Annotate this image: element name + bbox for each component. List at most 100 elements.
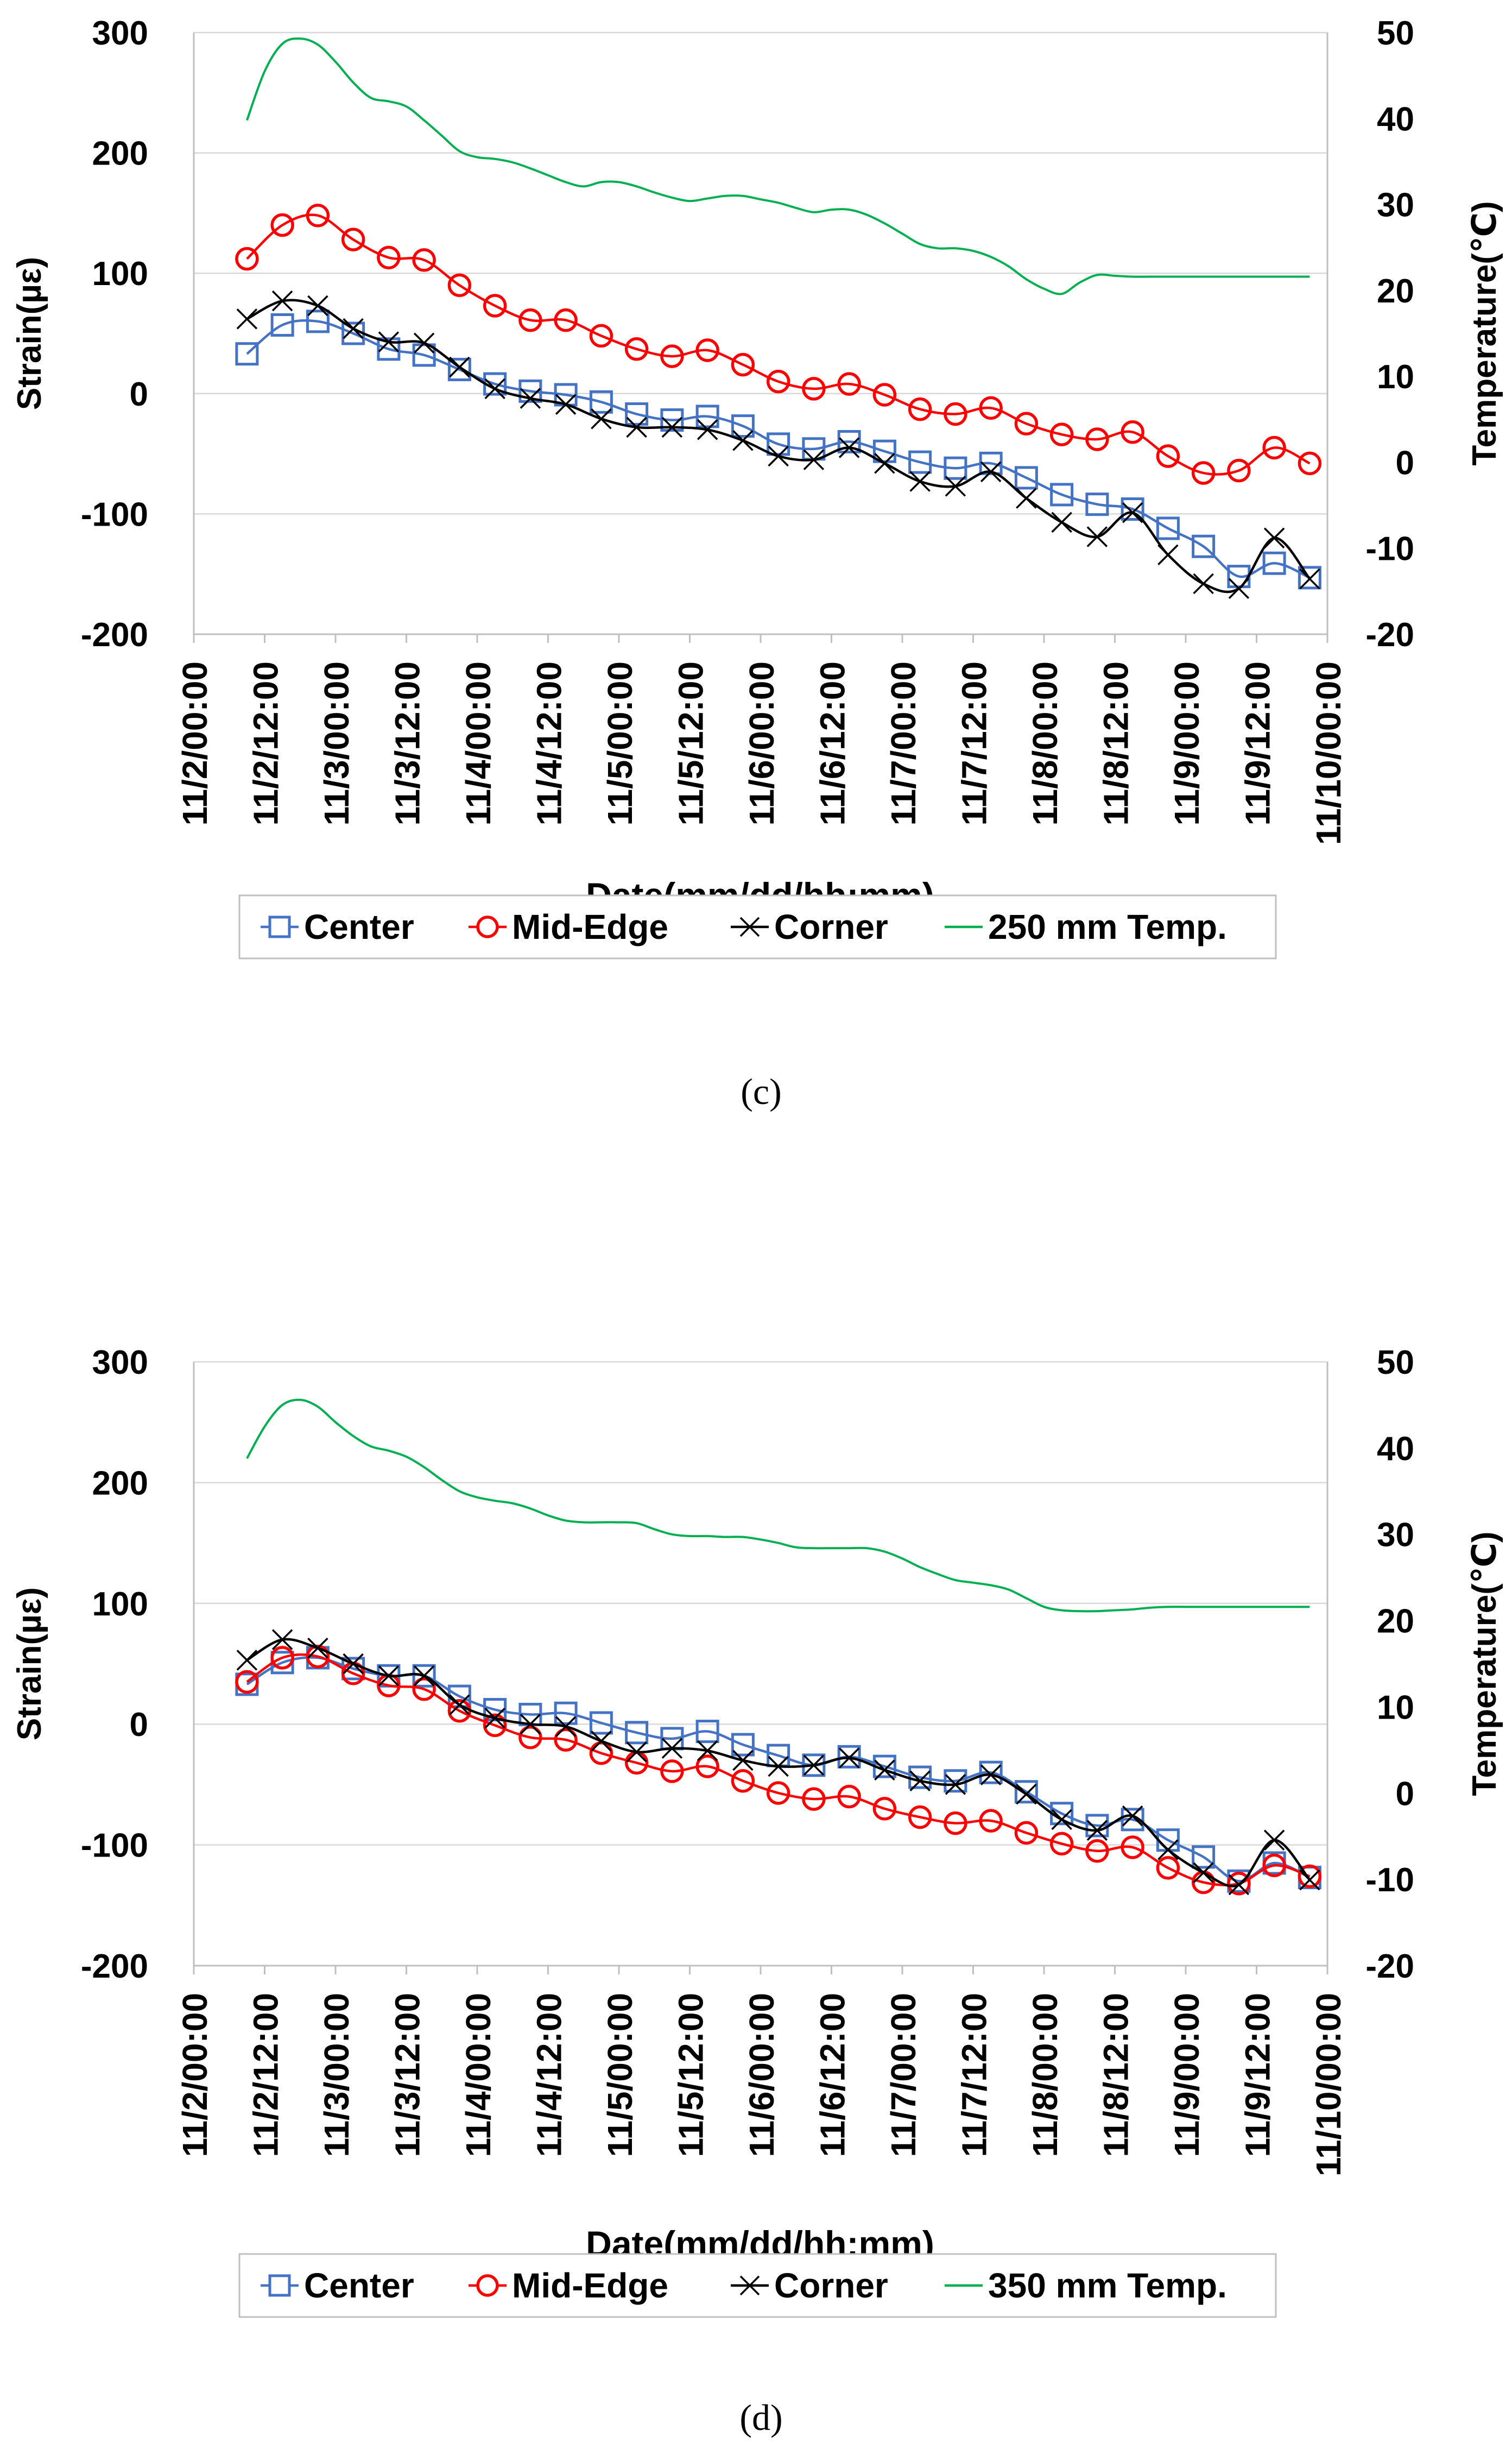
data-point-corner bbox=[271, 290, 293, 312]
x-tick-label: 11/5/00:00 bbox=[600, 661, 640, 826]
data-point-mid-edge bbox=[1049, 422, 1074, 446]
data-point-mid-edge bbox=[766, 1781, 790, 1805]
y-tick-label: -100 bbox=[81, 496, 148, 533]
data-point-corner bbox=[1122, 502, 1143, 523]
legend-marker-x bbox=[739, 2275, 760, 2296]
data-point-corner bbox=[1016, 1783, 1037, 1805]
data-point-center bbox=[767, 432, 790, 456]
data-point-mid-edge bbox=[695, 338, 719, 362]
data-point-corner bbox=[1299, 568, 1320, 590]
x-tick-label: 11/10/00:00 bbox=[1309, 1993, 1348, 2176]
x-tick-label: 11/4/12:00 bbox=[530, 1993, 569, 2157]
data-point-mid-edge bbox=[554, 1728, 578, 1752]
data-point-corner bbox=[945, 476, 966, 497]
y2-tick-label: 30 bbox=[1377, 187, 1414, 224]
data-point-corner bbox=[1263, 1829, 1285, 1851]
data-point-mid-edge bbox=[944, 402, 967, 426]
x-tick-label: 11/2/00:00 bbox=[175, 661, 214, 826]
data-point-center bbox=[1156, 516, 1180, 540]
data-point-corner bbox=[236, 308, 258, 330]
data-point-corner bbox=[874, 1759, 895, 1781]
y-tick-label: -200 bbox=[81, 1948, 148, 1985]
data-point-mid-edge bbox=[979, 1809, 1003, 1833]
data-point-mid-edge bbox=[660, 1759, 684, 1783]
series-line-mid-edge bbox=[246, 213, 1311, 476]
data-point-corner bbox=[343, 318, 364, 339]
data-point-center bbox=[660, 408, 684, 432]
y-tick-label: -200 bbox=[81, 616, 148, 654]
y-axis-title: Strain(µε) bbox=[11, 257, 48, 410]
data-point-corner bbox=[1157, 1839, 1179, 1860]
y2-tick-label: -10 bbox=[1365, 531, 1414, 568]
data-point-mid-edge bbox=[554, 308, 578, 332]
data-point-corner bbox=[484, 1707, 505, 1729]
data-point-corner bbox=[909, 1770, 931, 1791]
data-point-mid-edge bbox=[766, 369, 790, 394]
data-point-center bbox=[518, 379, 542, 403]
data-point-corner bbox=[271, 1629, 293, 1650]
data-point-corner bbox=[236, 1650, 258, 1671]
data-point-center bbox=[483, 1698, 507, 1722]
y2-tick-label: 50 bbox=[1377, 1344, 1414, 1381]
data-point-corner bbox=[1016, 488, 1037, 509]
data-point-mid-edge bbox=[695, 1754, 719, 1778]
legend-marker-square bbox=[268, 916, 291, 938]
data-point-corner bbox=[768, 1756, 789, 1777]
x-tick-label: 11/6/12:00 bbox=[813, 1993, 852, 2157]
data-point-corner bbox=[484, 378, 505, 400]
data-point-corner bbox=[732, 1750, 754, 1771]
series-line-center bbox=[246, 1656, 1311, 1883]
data-point-mid-edge bbox=[908, 1805, 932, 1829]
y2-axis-title: Temperature(℃) bbox=[1466, 1531, 1503, 1796]
data-point-mid-edge bbox=[1227, 1872, 1251, 1896]
data-point-corner bbox=[307, 295, 328, 317]
data-point-center bbox=[1121, 497, 1144, 521]
data-point-center bbox=[306, 310, 330, 333]
legend-label: Corner bbox=[774, 907, 888, 946]
data-point-center bbox=[837, 1745, 861, 1769]
data-point-corner bbox=[1051, 512, 1072, 533]
x-tick-label: 11/6/00:00 bbox=[742, 1993, 781, 2157]
y2-tick-label: 40 bbox=[1377, 1430, 1414, 1468]
data-point-corner bbox=[838, 437, 860, 458]
data-point-mid-edge bbox=[1121, 1835, 1144, 1859]
data-point-corner bbox=[1193, 1862, 1214, 1883]
data-point-corner bbox=[591, 408, 612, 430]
x-tick-label: 11/4/00:00 bbox=[459, 1993, 498, 2157]
legend: Center Mid-Edge Corner 350 mm Temp. bbox=[238, 2253, 1277, 2318]
y-tick-label: 200 bbox=[92, 135, 148, 173]
data-point-corner bbox=[909, 471, 931, 492]
y2-axis-title: Temperature(℃) bbox=[1466, 201, 1503, 465]
data-point-center bbox=[625, 1721, 649, 1745]
series-line-temperature bbox=[246, 1398, 1310, 1613]
data-point-mid-edge bbox=[802, 1787, 826, 1811]
y2-tick-label: -20 bbox=[1365, 616, 1414, 654]
x-tick-label: 11/7/00:00 bbox=[884, 1993, 923, 2157]
data-point-mid-edge bbox=[944, 1811, 967, 1835]
chart-panel-d: 3002001000-100-20050403020100-10-2011/2/… bbox=[11, 1344, 1503, 2438]
data-point-corner bbox=[803, 1754, 825, 1776]
legend-label: Center bbox=[304, 2266, 414, 2305]
data-point-center bbox=[1050, 483, 1074, 507]
data-point-mid-edge bbox=[589, 324, 613, 348]
data-point-mid-edge bbox=[802, 377, 826, 401]
data-point-mid-edge bbox=[483, 1713, 507, 1738]
data-point-mid-edge bbox=[589, 1741, 613, 1765]
x-tick-label: 11/5/00:00 bbox=[600, 1993, 640, 2157]
data-point-center bbox=[412, 343, 436, 367]
data-point-corner bbox=[1122, 1805, 1143, 1827]
data-point-mid-edge bbox=[979, 396, 1003, 420]
data-point-mid-edge bbox=[412, 1677, 436, 1701]
data-point-corner bbox=[980, 1764, 1002, 1785]
data-point-corner bbox=[1193, 573, 1214, 595]
data-point-mid-edge bbox=[270, 213, 294, 237]
x-tick-label: 11/4/12:00 bbox=[530, 661, 569, 826]
series-line-corner bbox=[246, 299, 1311, 594]
data-point-corner bbox=[307, 1637, 328, 1659]
y2-tick-label: 0 bbox=[1396, 444, 1414, 482]
data-point-center bbox=[625, 402, 649, 426]
data-point-center bbox=[1298, 566, 1321, 590]
data-point-corner bbox=[449, 1694, 470, 1715]
data-point-mid-edge bbox=[1191, 461, 1216, 485]
y2-tick-label: 20 bbox=[1377, 1603, 1414, 1640]
